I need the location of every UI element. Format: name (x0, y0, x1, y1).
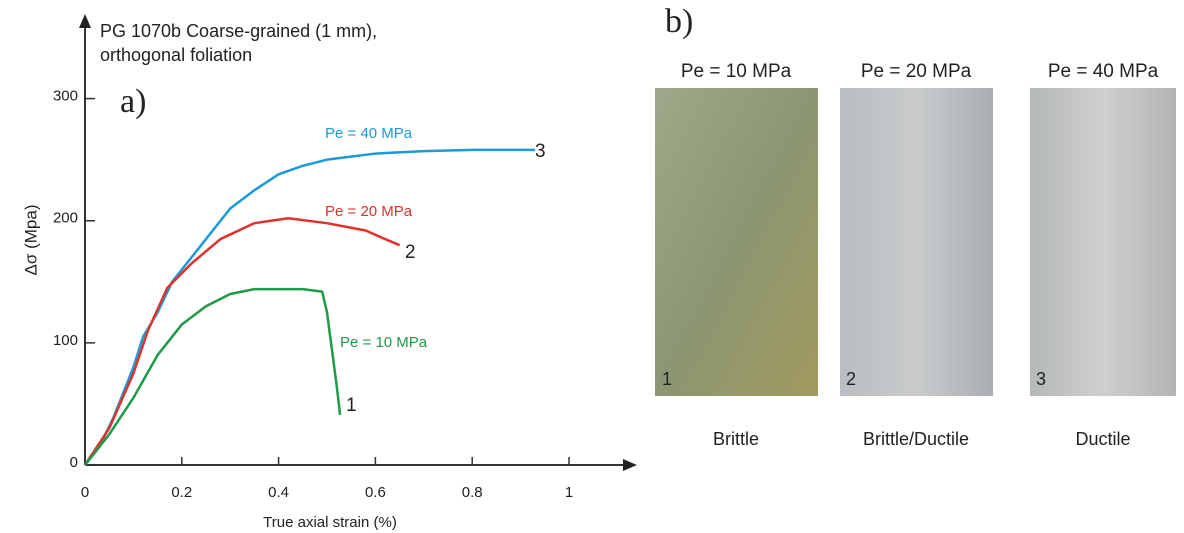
sample-photo (655, 88, 818, 396)
x-axis-label: True axial strain (%) (263, 514, 397, 531)
y-tick-label: 100 (53, 332, 78, 349)
sample-photo (840, 88, 993, 396)
pressure-label: Pe = 40 MPa (1048, 61, 1159, 82)
series-end-label: 2 (405, 242, 416, 263)
sample-number: 1 (662, 369, 672, 389)
y-tick-label: 300 (53, 88, 78, 105)
x-tick-label: 0.2 (171, 484, 192, 501)
axis-arrow (623, 459, 637, 471)
behavior-label: Ductile (1075, 429, 1130, 449)
y-tick-label: 0 (70, 454, 78, 471)
x-tick-label: 1 (565, 484, 573, 501)
pressure-label: Pe = 10 MPa (681, 61, 792, 82)
data-line (83, 217, 401, 466)
series-label: Pe = 40 MPa (325, 125, 413, 142)
data-line (84, 287, 342, 466)
behavior-label: Brittle/Ductile (863, 429, 969, 449)
series-end-label: 3 (535, 141, 546, 162)
sample-photo (1030, 88, 1176, 396)
data-line (84, 148, 536, 466)
pressure-label: Pe = 20 MPa (861, 61, 972, 82)
series-label: Pe = 10 MPa (340, 334, 428, 351)
x-tick-label: 0.6 (365, 484, 386, 501)
sample-number: 2 (846, 369, 856, 389)
panel-label: b) (665, 3, 693, 40)
chart-title: PG 1070b Coarse-grained (1 mm), (100, 21, 377, 41)
y-tick-label: 200 (53, 210, 78, 227)
axis-arrow (79, 14, 91, 28)
y-axis-label: Δσ (Mpa) (21, 205, 40, 276)
series-label: Pe = 20 MPa (325, 203, 413, 220)
behavior-label: Brittle (713, 429, 759, 449)
x-tick-label: 0.8 (462, 484, 483, 501)
series-end-label: 1 (346, 395, 357, 416)
chart-title: orthogonal foliation (100, 45, 252, 65)
x-tick-label: 0.4 (268, 484, 289, 501)
panel-label: a) (120, 83, 146, 120)
sample-number: 3 (1036, 369, 1046, 389)
x-tick-label: 0 (81, 484, 89, 501)
